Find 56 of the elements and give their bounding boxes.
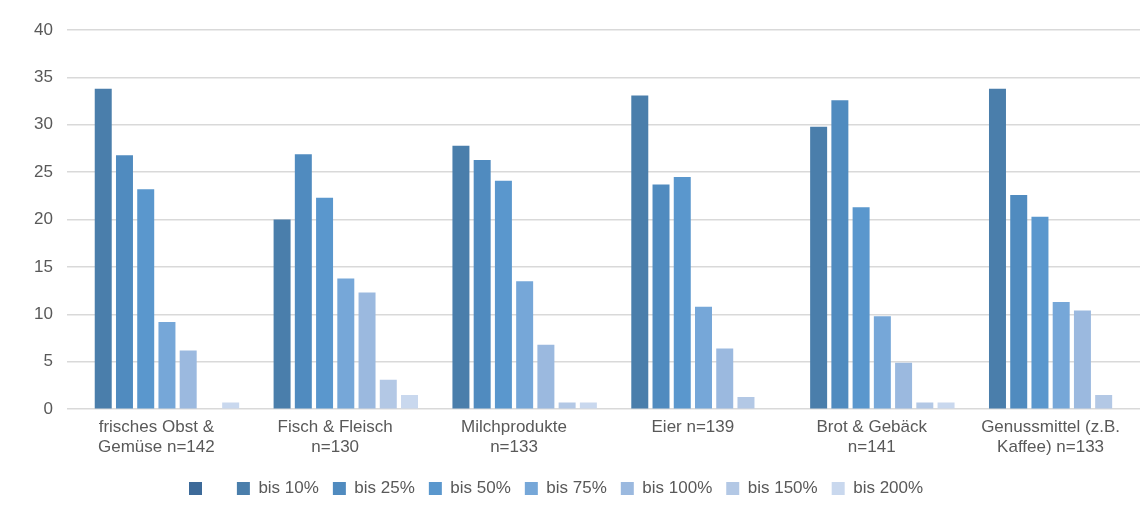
- bar: [895, 362, 913, 409]
- bar: [137, 189, 155, 409]
- bar: [537, 344, 555, 409]
- bar: [737, 396, 755, 409]
- bar: [1073, 310, 1091, 409]
- bar: [1052, 302, 1070, 409]
- legend-label: bis 50%: [450, 478, 511, 498]
- y-tick-label: 30: [33, 114, 53, 134]
- legend-label: bis 150%: [747, 478, 818, 498]
- y-tick-label: 20: [33, 209, 53, 229]
- y-tick-label: 35: [33, 67, 53, 87]
- bar: [716, 348, 734, 409]
- bar: [94, 88, 112, 409]
- bar: [179, 350, 197, 409]
- bar: [516, 281, 534, 409]
- y-tick-label: 15: [33, 256, 53, 276]
- bar: [337, 278, 355, 409]
- bar: [379, 379, 397, 409]
- bar: [473, 159, 491, 409]
- bar: [115, 155, 133, 409]
- bar: [810, 126, 828, 409]
- bar: [452, 145, 470, 409]
- x-tick-label: Milchprodukte n=133: [461, 417, 567, 457]
- legend-label: bis 200%: [853, 478, 924, 498]
- y-tick-label: 5: [43, 351, 53, 371]
- bar: [695, 306, 712, 409]
- bar: [1010, 194, 1028, 409]
- bar: [1031, 216, 1049, 409]
- x-tick-label: Genussmittel (z.B. Kaffee) n=133: [981, 417, 1121, 457]
- bar: [631, 95, 649, 409]
- y-tick-label: 25: [33, 161, 53, 181]
- bar: [652, 184, 670, 409]
- y-tick-label: 40: [33, 19, 53, 39]
- x-tick-label: Fisch & Fleisch n=130: [277, 417, 393, 457]
- bar: [831, 100, 849, 409]
- y-tick-label: 10: [33, 304, 53, 324]
- bar: [158, 321, 176, 409]
- bar: [673, 176, 691, 409]
- bar: [494, 180, 512, 409]
- legend-label: bis 100%: [642, 478, 713, 498]
- legend-label: bis 75%: [546, 478, 607, 498]
- bar: [273, 219, 291, 409]
- x-tick-label: Brot & Gebäck n=141: [816, 417, 928, 457]
- legend-label: bis 25%: [354, 478, 415, 498]
- bar: [316, 197, 334, 409]
- bar: [1095, 394, 1113, 409]
- bar: [294, 154, 312, 409]
- y-tick-label: 0: [43, 398, 53, 418]
- x-tick-label: frisches Obst & Gemüse n=142: [97, 417, 215, 457]
- bar: [401, 394, 419, 409]
- bar: [358, 292, 376, 409]
- legend-label: bis 10%: [258, 478, 319, 498]
- bar: [852, 207, 870, 409]
- bar: [873, 316, 891, 409]
- x-tick-label: Eier n=139: [651, 417, 735, 437]
- bar: [988, 88, 1006, 409]
